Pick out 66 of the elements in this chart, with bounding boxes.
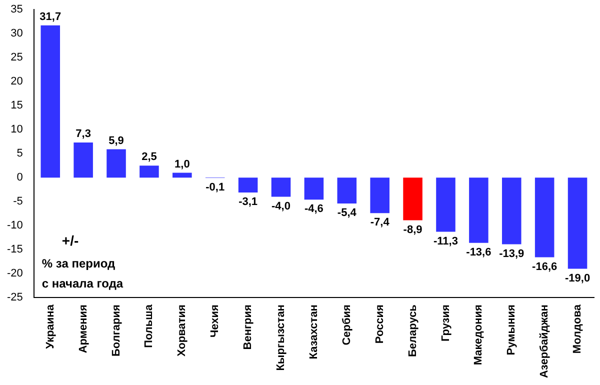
x-tick-label: Польша: [143, 304, 156, 348]
data-label: -13,9: [499, 248, 524, 260]
y-tick-label: 10: [10, 124, 23, 136]
bar: [436, 178, 456, 232]
annotation: +/-: [62, 232, 79, 249]
data-label: 5,9: [108, 134, 124, 147]
data-label: 1,0: [174, 158, 190, 170]
data-label: -0,1: [206, 182, 225, 194]
x-tick-label: Хорватия: [176, 304, 188, 356]
data-label: 31,7: [40, 10, 62, 23]
data-label: -4,0: [272, 200, 290, 212]
bar: [74, 142, 93, 178]
bar: [502, 178, 522, 244]
bar: [140, 166, 159, 178]
x-tick-label: Украина: [44, 304, 56, 349]
y-tick-label: -15: [6, 244, 23, 256]
data-label: -13,6: [466, 246, 492, 258]
data-label: 7,3: [76, 128, 91, 140]
x-tick-label: Россия: [374, 304, 386, 344]
bar: [172, 172, 192, 178]
bar: [469, 178, 488, 243]
x-tick-label: Чехия: [209, 304, 222, 338]
bar: [106, 149, 126, 178]
x-tick-label: Азербайджан: [538, 304, 551, 378]
x-tick-label: Армения: [77, 304, 90, 354]
x-tick-label: Молдова: [572, 304, 584, 354]
y-tick-label: -20: [6, 268, 23, 280]
x-tick-label: Румыния: [506, 304, 518, 356]
data-label: -7,4: [370, 216, 390, 229]
x-tick-label: Болгария: [110, 304, 122, 356]
data-label: -4,6: [304, 203, 324, 216]
bar: [370, 178, 390, 214]
annotation: с начала года: [42, 276, 124, 291]
data-label: -19,0: [564, 272, 590, 284]
data-label: -11,3: [434, 235, 458, 248]
bar: [337, 178, 357, 204]
data-label: 2,5: [142, 151, 157, 164]
x-tick-label: Венгрия: [242, 304, 254, 350]
data-label: -8,9: [403, 224, 422, 236]
x-tick-label: Македония: [472, 304, 485, 366]
annotation: % за период: [42, 256, 116, 271]
x-tick-label: Кыргызстан: [275, 304, 288, 371]
data-label: -16,6: [532, 260, 558, 273]
y-tick-label: -25: [6, 292, 23, 304]
x-tick-label: Грузия: [440, 304, 452, 342]
x-tick-label: Сербия: [340, 304, 353, 346]
data-label: -3,1: [238, 196, 258, 208]
y-tick-label: 25: [10, 52, 23, 64]
y-tick-label: 5: [16, 148, 23, 160]
bar: [238, 178, 258, 192]
y-tick-label: 0: [16, 172, 23, 184]
bar: [271, 178, 291, 197]
bar: [403, 178, 422, 220]
bar: [304, 178, 324, 200]
x-tick-label: Казахстан: [308, 304, 320, 360]
y-tick-label: 35: [10, 4, 23, 16]
y-tick-label: -5: [13, 196, 23, 208]
y-tick-label: 20: [10, 76, 23, 88]
x-tick-label: Беларусь: [406, 304, 419, 357]
bar: [568, 178, 588, 269]
data-label: -5,4: [337, 207, 358, 220]
y-tick-label: 30: [10, 28, 23, 40]
y-tick-label: 15: [10, 100, 23, 112]
y-tick-label: -10: [6, 220, 23, 232]
bar: [534, 178, 554, 258]
bar: [40, 25, 60, 178]
